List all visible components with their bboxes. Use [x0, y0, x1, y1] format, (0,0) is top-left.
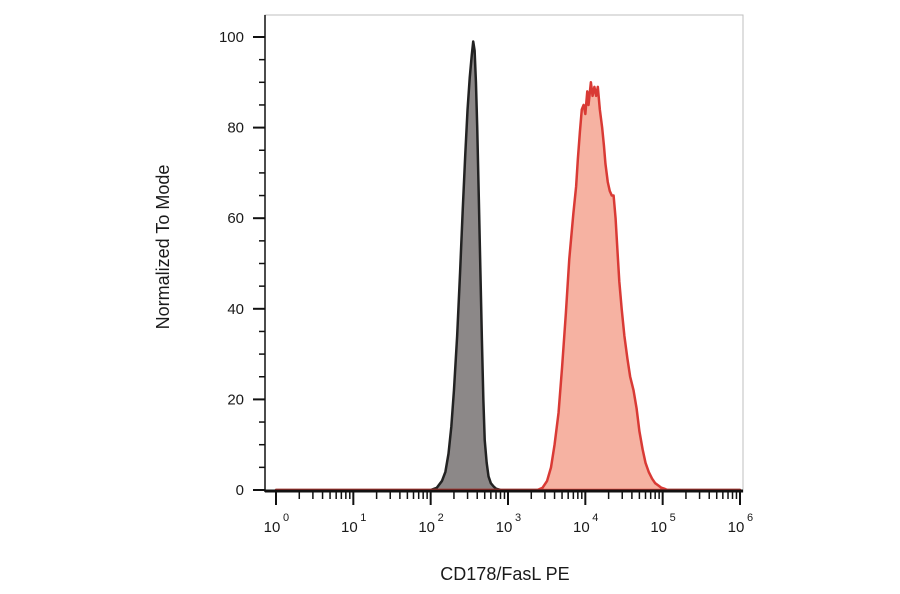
x-tick-exponent: 2 [438, 512, 444, 524]
x-tick-label: 10 [418, 519, 435, 536]
y-axis-title: Normalized To Mode [153, 165, 173, 330]
x-tick-label: 10 [650, 519, 667, 536]
x-tick-label: 10 [728, 519, 745, 536]
histogram-series-2 [274, 81, 742, 492]
y-tick-label: 100 [219, 29, 244, 46]
x-tick-exponent: 1 [360, 512, 366, 524]
histogram-series-1 [274, 40, 742, 492]
y-tick-label: 40 [227, 301, 244, 318]
x-tick-label: 10 [496, 519, 513, 536]
x-tick-exponent: 4 [592, 512, 598, 524]
x-axis-title: CD178/FasL PE [440, 564, 569, 584]
y-tick-label: 20 [227, 391, 244, 408]
x-tick-exponent: 5 [670, 512, 676, 524]
x-tick-label: 10 [264, 519, 281, 536]
plot-area [264, 14, 744, 493]
y-tick-label: 60 [227, 210, 244, 227]
y-tick-label: 80 [227, 120, 244, 137]
axes-layer [253, 15, 743, 505]
x-tick-label: 10 [573, 519, 590, 536]
x-tick-exponent: 3 [515, 512, 521, 524]
y-tick-label: 0 [236, 482, 244, 499]
series-layer [274, 40, 742, 492]
x-tick-exponent: 6 [747, 512, 753, 524]
x-tick-exponent: 0 [283, 512, 289, 524]
x-tick-label: 10 [341, 519, 358, 536]
